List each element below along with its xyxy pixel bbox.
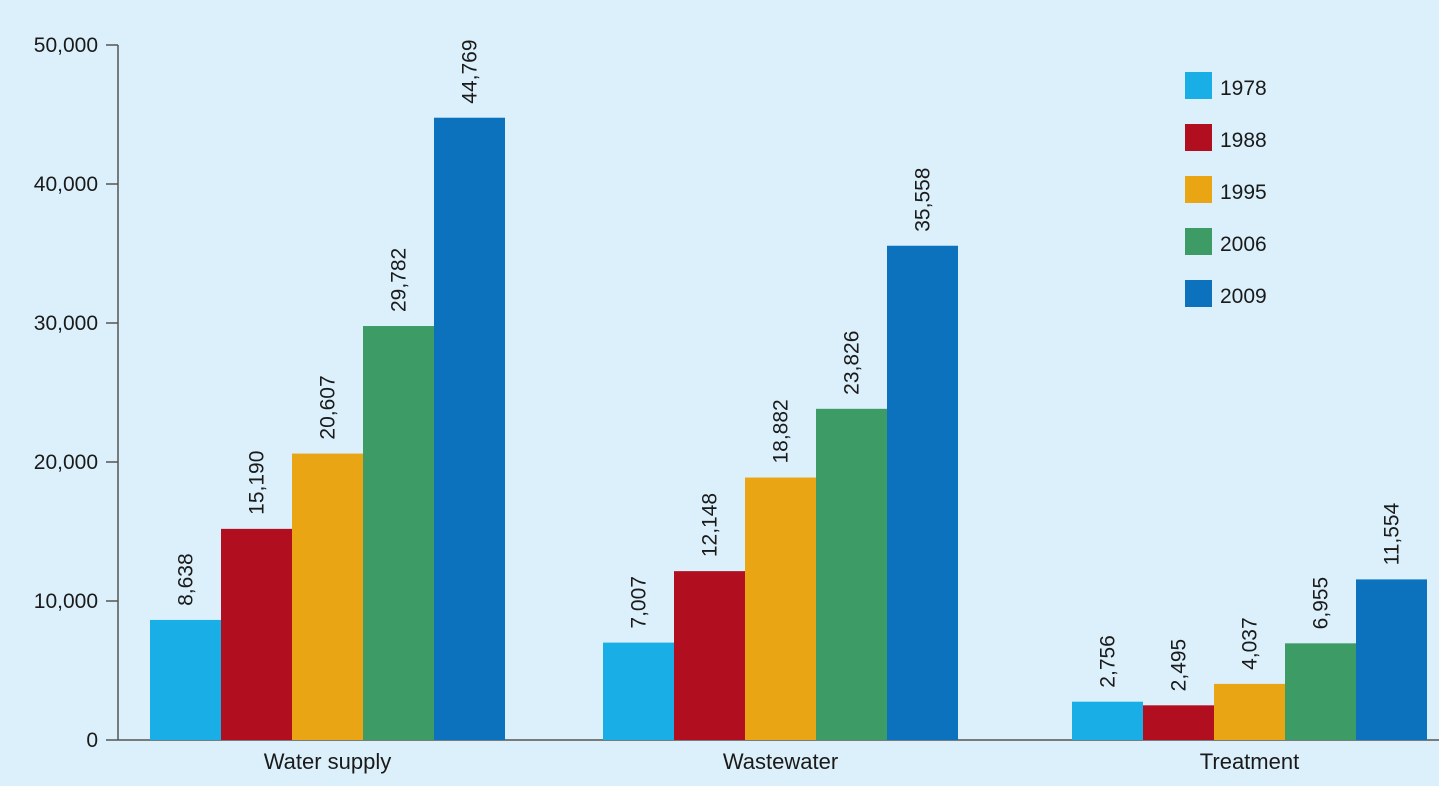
data-label: 2,756 xyxy=(1097,635,1120,688)
data-label: 12,148 xyxy=(699,493,722,557)
bar-1995 xyxy=(1214,683,1285,740)
y-tick-label: 30,000 xyxy=(34,312,98,335)
legend-label: 2006 xyxy=(1220,233,1267,256)
legend-swatch-2009 xyxy=(1185,280,1212,307)
bar-1988 xyxy=(221,528,292,740)
bar-2009 xyxy=(1356,579,1427,740)
bar-2009 xyxy=(434,117,505,741)
data-label: 6,955 xyxy=(1310,577,1333,630)
legend-label: 1978 xyxy=(1220,77,1267,100)
legend-label: 1988 xyxy=(1220,129,1267,152)
bar-1995 xyxy=(745,477,816,740)
bar-2006 xyxy=(363,326,434,740)
data-label: 35,558 xyxy=(912,168,935,232)
bar-1995 xyxy=(292,453,363,740)
data-label: 18,882 xyxy=(770,399,793,463)
data-label: 4,037 xyxy=(1239,617,1262,670)
legend-label: 1995 xyxy=(1220,181,1267,204)
category-label: Water supply xyxy=(264,749,392,774)
y-tick-label: 20,000 xyxy=(34,451,98,474)
legend-swatch-2006 xyxy=(1185,228,1212,255)
data-label: 20,607 xyxy=(317,375,340,439)
legend-swatch-1978 xyxy=(1185,72,1212,99)
bar-1978 xyxy=(603,642,674,740)
y-tick-label: 0 xyxy=(86,729,98,752)
bar-2006 xyxy=(1285,643,1356,740)
bar-1988 xyxy=(1143,705,1214,740)
bar-1988 xyxy=(674,571,745,740)
data-label: 44,769 xyxy=(459,39,482,103)
bar-2009 xyxy=(887,245,958,740)
legend-swatch-1995 xyxy=(1185,176,1212,203)
bar-1978 xyxy=(150,619,221,740)
bars-group xyxy=(150,117,1427,741)
data-label: 29,782 xyxy=(388,248,411,312)
y-tick-label: 50,000 xyxy=(34,34,98,57)
y-tick-label: 10,000 xyxy=(34,590,98,613)
legend: 1978 1988 1995 2006 2009 xyxy=(1185,72,1267,308)
data-label: 7,007 xyxy=(628,576,651,629)
bar-2006 xyxy=(816,408,887,740)
data-label: 23,826 xyxy=(841,331,864,395)
data-label: 2,495 xyxy=(1168,639,1191,692)
data-label: 8,638 xyxy=(175,553,198,606)
data-labels-group: 8,638 7,007 2,756 15,190 12,148 2,495 20,607 18… xyxy=(175,39,1404,691)
category-label: Treatment xyxy=(1200,749,1299,774)
y-tick-label: 40,000 xyxy=(34,173,98,196)
y-axis: 0 10,000 20,000 30,000 40,000 50,000 xyxy=(34,34,119,752)
x-axis: Water supply Wastewater Treatment xyxy=(118,739,1439,774)
bar-1978 xyxy=(1072,701,1143,740)
legend-label: 2009 xyxy=(1220,285,1267,308)
legend-swatch-1988 xyxy=(1185,124,1212,151)
data-label: 15,190 xyxy=(246,451,269,515)
category-label: Wastewater xyxy=(723,749,838,774)
data-label: 11,554 xyxy=(1381,502,1404,565)
